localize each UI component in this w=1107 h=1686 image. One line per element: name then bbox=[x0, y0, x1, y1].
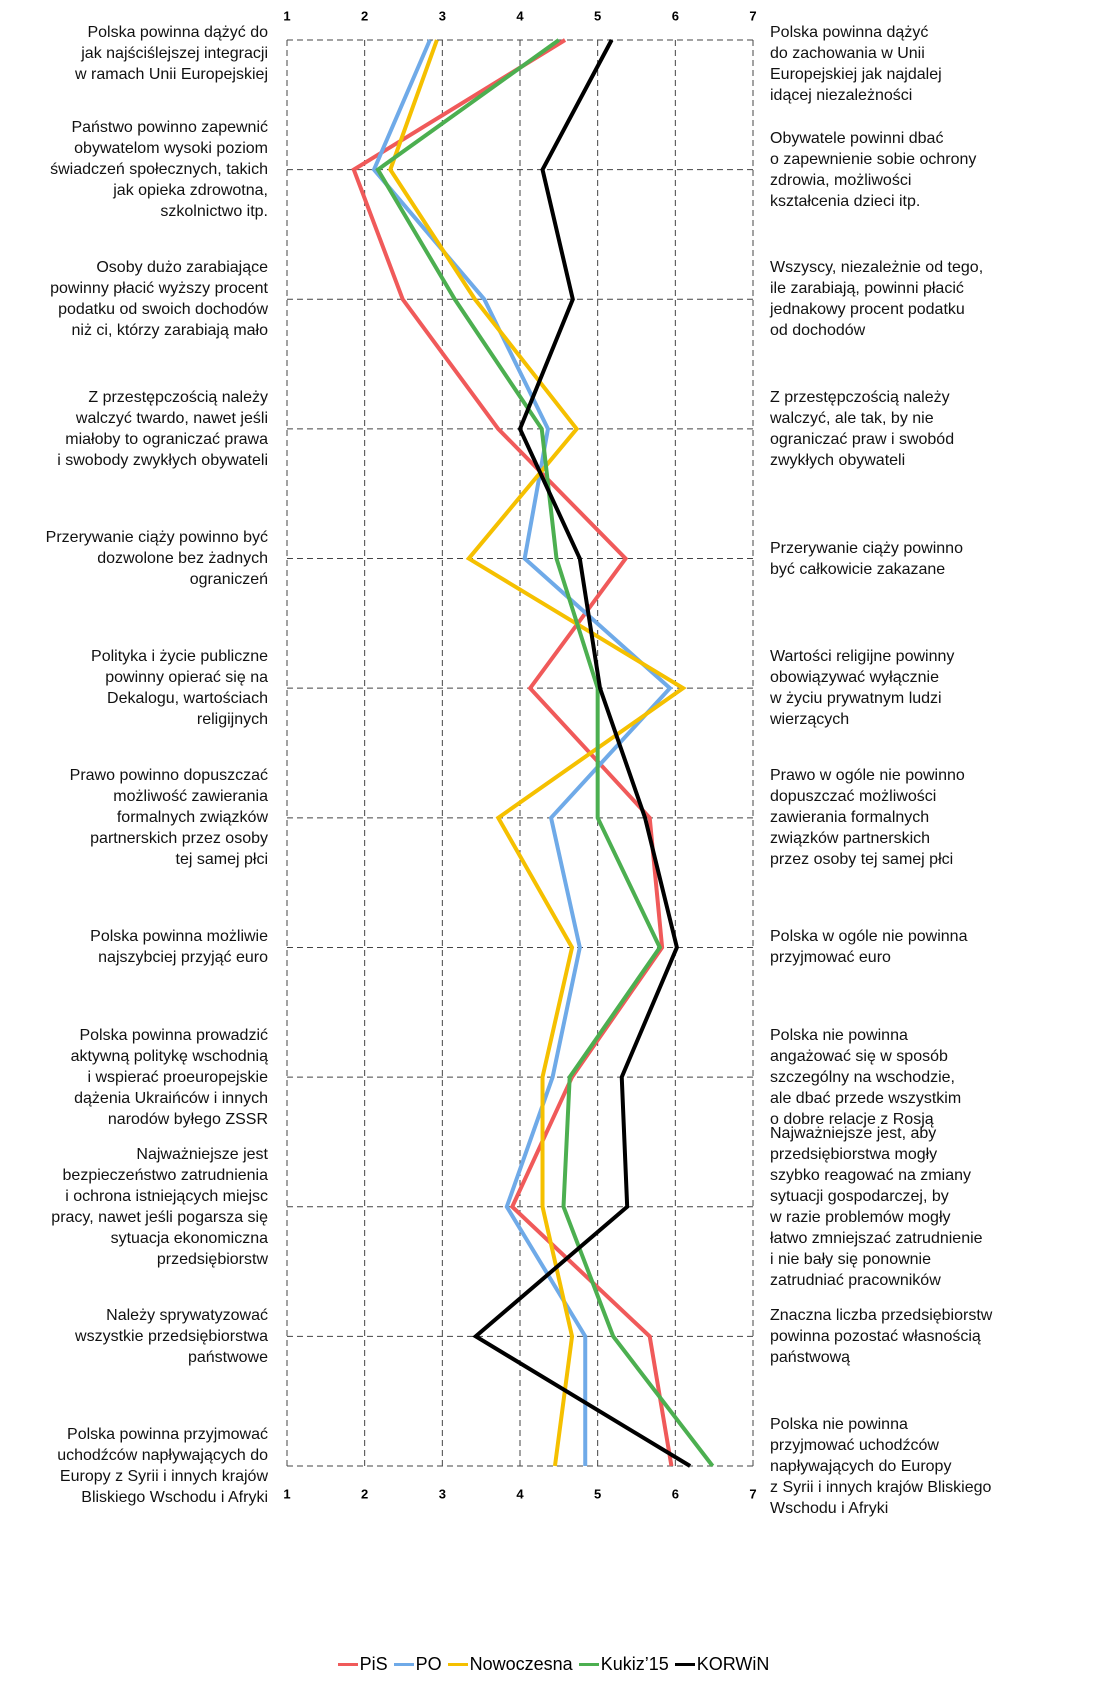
left-statement: Z przestępczością należy walczyć twardo,… bbox=[57, 388, 268, 469]
left-statement: Państwo powinno zapewnić obywatelom wyso… bbox=[50, 119, 268, 221]
right-statement: Wartości religijne powinny obowiązywać w… bbox=[770, 648, 955, 729]
x-tick-label: 6 bbox=[672, 8, 679, 23]
x-tick-label: 7 bbox=[749, 1486, 756, 1501]
x-tick-label: 4 bbox=[516, 1486, 524, 1501]
series-line bbox=[375, 38, 715, 1468]
legend-item: Kukiz’15 bbox=[578, 1654, 669, 1675]
x-tick-label: 7 bbox=[749, 8, 756, 23]
legend-label: PO bbox=[415, 1654, 442, 1674]
right-statement: Polska nie powinna przyjmować uchodźców … bbox=[770, 1415, 992, 1517]
legend-item: PiS bbox=[337, 1654, 388, 1675]
legend-label: Nowoczesna bbox=[469, 1654, 573, 1674]
legend-item: Nowoczesna bbox=[447, 1654, 573, 1675]
x-tick-label: 6 bbox=[672, 1486, 679, 1501]
left-statement: Polityka i życie publiczne powinny opier… bbox=[91, 648, 268, 729]
x-tick-label: 1 bbox=[283, 8, 290, 23]
legend-item: KORWiN bbox=[674, 1654, 770, 1675]
right-statement: Prawo w ogóle nie powinno dopuszczać moż… bbox=[770, 767, 965, 869]
left-statement: Polska powinna możliwie najszybciej przy… bbox=[90, 928, 268, 967]
legend-item: PO bbox=[393, 1654, 442, 1675]
series-line bbox=[472, 39, 692, 1468]
x-tick-label: 3 bbox=[439, 8, 446, 23]
x-tick-label: 1 bbox=[283, 1486, 290, 1501]
right-statement: Wszyscy, niezależnie od tego, ile zarabi… bbox=[770, 259, 984, 340]
left-statement: Przerywanie ciąży powinno być dozwolone … bbox=[45, 529, 268, 589]
legend: PiS PO Nowoczesna Kukiz’15 KORWiN bbox=[0, 1654, 1107, 1675]
right-statement: Polska powinna dążyć do zachowania w Uni… bbox=[770, 24, 942, 104]
right-statement: Najważniejsze jest, aby przedsiębiorstwa… bbox=[770, 1124, 983, 1289]
legend-swatch bbox=[393, 1663, 414, 1666]
left-statement: Prawo powinno dopuszczać możliwość zawie… bbox=[69, 767, 268, 869]
left-statement: Polska powinna prowadzić aktywną polityk… bbox=[70, 1026, 268, 1128]
series-line bbox=[371, 39, 673, 1466]
right-statement: Z przestępczością należy walczyć, ale ta… bbox=[770, 388, 955, 469]
x-tick-label: 5 bbox=[594, 1486, 601, 1501]
left-statement: Najważniejsze jest bezpieczeństwo zatrud… bbox=[51, 1145, 268, 1268]
right-statement: Przerywanie ciąży powinno być całkowicie… bbox=[770, 539, 963, 578]
legend-swatch bbox=[447, 1663, 468, 1666]
chart: 1 1 2 2 3 3 4 4 5 5 6 6 7 7 bbox=[283, 8, 756, 1501]
x-tick-label: 2 bbox=[361, 8, 368, 23]
x-tick-label: 3 bbox=[439, 1486, 446, 1501]
left-statement: Polska powinna przyjmować uchodźców napł… bbox=[57, 1426, 268, 1506]
x-tick-label: 5 bbox=[594, 8, 601, 23]
x-tick-label: 4 bbox=[516, 8, 524, 23]
left-statement: Osoby dużo zarabiające powinny płacić wy… bbox=[50, 259, 268, 340]
series-line bbox=[388, 39, 687, 1467]
legend-label: PiS bbox=[359, 1654, 388, 1674]
legend-label: KORWiN bbox=[696, 1654, 770, 1674]
right-statement: Polska w ogóle nie powinna przyjmować eu… bbox=[770, 928, 968, 967]
left-statement: Polska powinna dążyć do jak najściślejsz… bbox=[75, 24, 268, 83]
right-statement: Obywatele powinni dbać o zapewnienie sob… bbox=[770, 129, 977, 210]
right-statement: Polska nie powinna angażować się w sposó… bbox=[770, 1026, 962, 1128]
x-tick-label: 2 bbox=[361, 1486, 368, 1501]
legend-swatch bbox=[578, 1663, 599, 1666]
right-statement: Znaczna liczba przedsiębiorstw powinna p… bbox=[770, 1306, 993, 1366]
legend-swatch bbox=[674, 1663, 695, 1666]
legend-label: Kukiz’15 bbox=[600, 1654, 669, 1674]
legend-swatch bbox=[337, 1663, 358, 1666]
left-statement: Należy sprywatyzować wszystkie przedsięb… bbox=[75, 1306, 268, 1366]
